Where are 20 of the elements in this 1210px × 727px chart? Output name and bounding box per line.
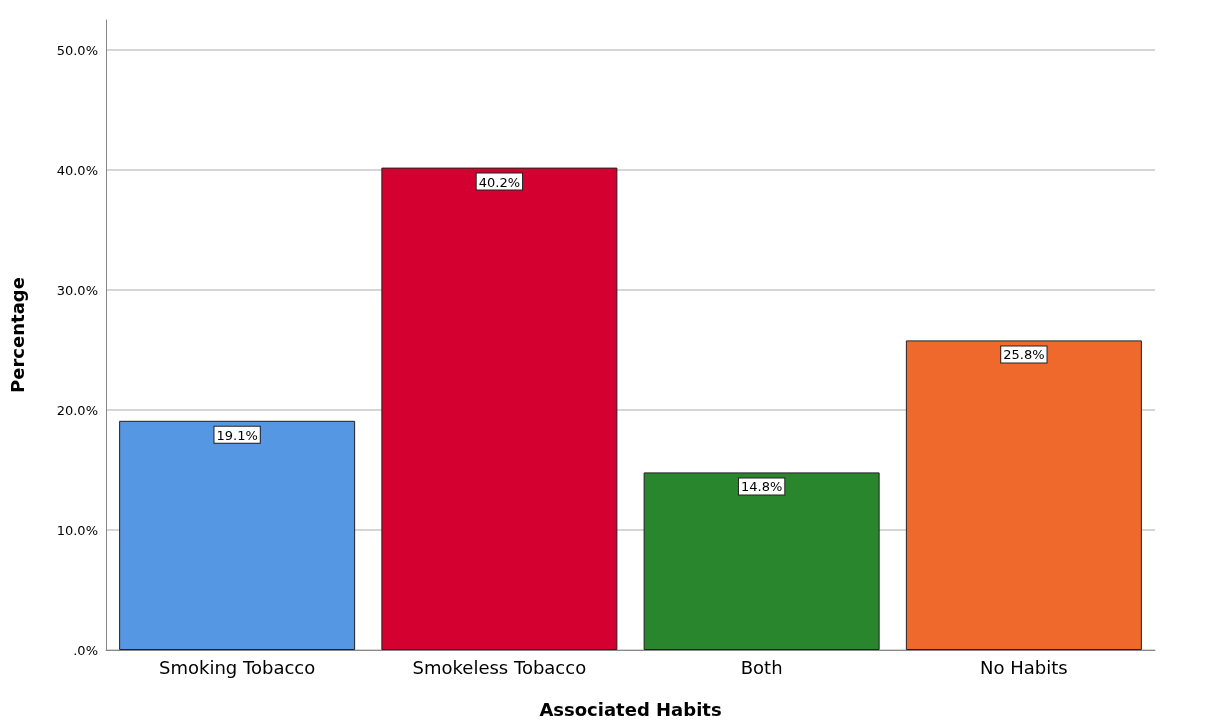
bar <box>905 340 1142 650</box>
bar <box>119 420 356 650</box>
bar <box>643 472 880 650</box>
x-tick-label: Smokeless Tobacco <box>412 656 587 678</box>
data-label: 14.8% <box>740 479 783 495</box>
x-tick-label: Smoking Tobacco <box>159 656 316 678</box>
y-tick-label: 20.0% <box>56 402 98 418</box>
x-tick-label: Both <box>740 656 783 678</box>
bar <box>381 167 618 650</box>
y-tick-label: 50.0% <box>56 42 98 58</box>
y-tick-label: 10.0% <box>56 522 98 538</box>
data-label: 19.1% <box>216 427 258 443</box>
y-tick-label: .0% <box>73 642 98 658</box>
x-tick-label: No Habits <box>980 656 1068 678</box>
data-label: 40.2% <box>478 174 521 190</box>
x-axis-title: Associated Habits <box>539 698 722 720</box>
y-tick-label: 40.0% <box>56 162 98 178</box>
y-axis-title: Percentage <box>6 277 28 393</box>
y-tick-label: 30.0% <box>56 282 98 298</box>
data-label: 25.8% <box>1003 347 1045 363</box>
